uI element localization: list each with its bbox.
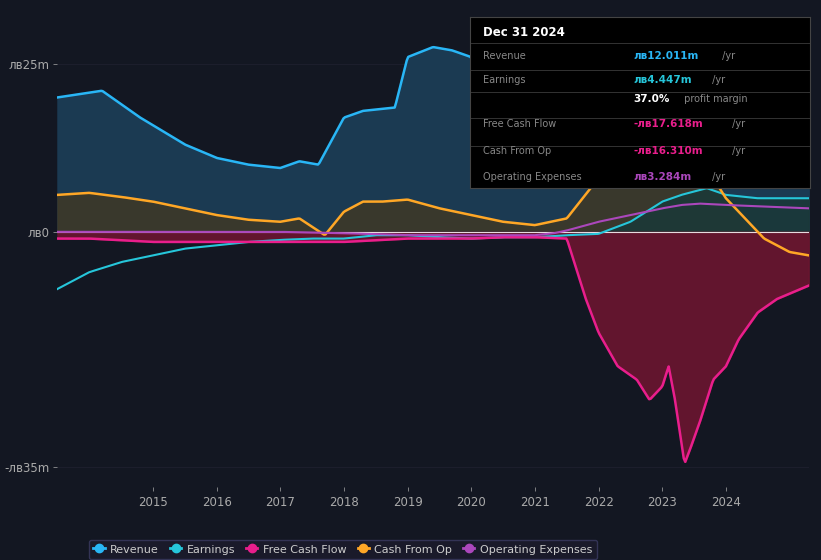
Text: /yr: /yr bbox=[709, 172, 726, 183]
Text: Free Cash Flow: Free Cash Flow bbox=[484, 119, 557, 129]
Text: Revenue: Revenue bbox=[484, 51, 526, 61]
Text: Earnings: Earnings bbox=[484, 75, 525, 85]
Text: Operating Expenses: Operating Expenses bbox=[484, 172, 582, 183]
Text: /yr: /yr bbox=[709, 75, 726, 85]
Text: -лв17.618m: -лв17.618m bbox=[633, 119, 703, 129]
Text: profit margin: profit margin bbox=[681, 94, 747, 104]
Text: лв12.011m: лв12.011m bbox=[633, 51, 699, 61]
Text: -лв16.310m: -лв16.310m bbox=[633, 146, 703, 156]
Text: Cash From Op: Cash From Op bbox=[484, 146, 552, 156]
Text: Dec 31 2024: Dec 31 2024 bbox=[484, 26, 565, 39]
Text: лв3.284m: лв3.284m bbox=[633, 172, 691, 183]
Text: лв4.447m: лв4.447m bbox=[633, 75, 692, 85]
Text: /yr: /yr bbox=[728, 119, 745, 129]
Text: /yr: /yr bbox=[719, 51, 735, 61]
Text: 37.0%: 37.0% bbox=[633, 94, 670, 104]
Legend: Revenue, Earnings, Free Cash Flow, Cash From Op, Operating Expenses: Revenue, Earnings, Free Cash Flow, Cash … bbox=[89, 540, 597, 559]
Text: /yr: /yr bbox=[728, 146, 745, 156]
